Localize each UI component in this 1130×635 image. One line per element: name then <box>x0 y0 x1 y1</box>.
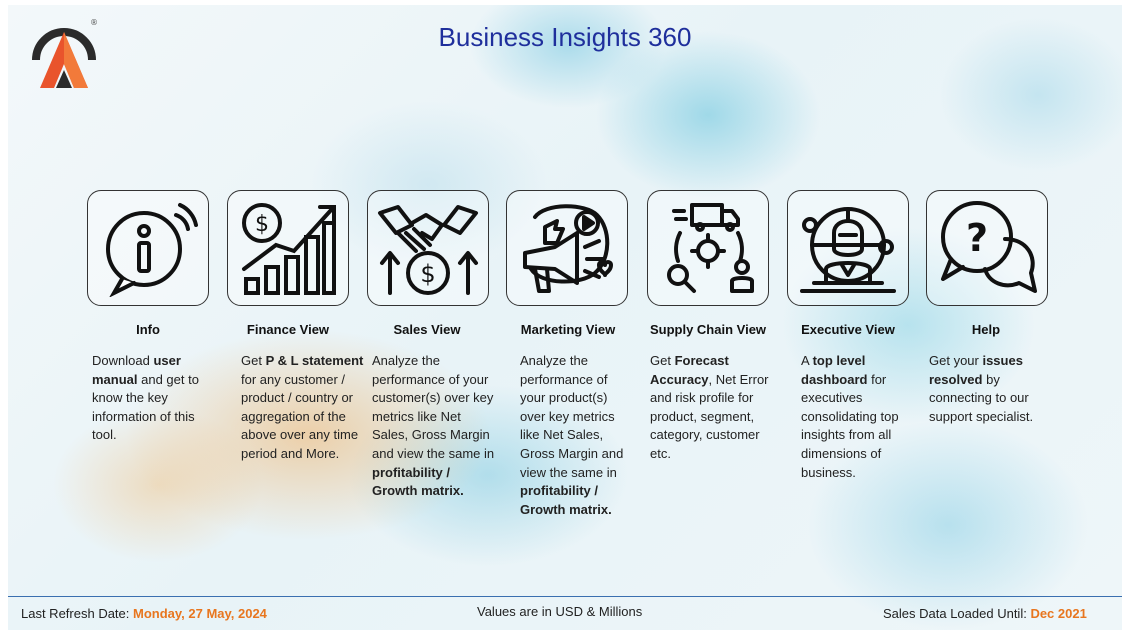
description-segment: for executives consolidating top insight… <box>801 371 899 480</box>
description-segment: and get to know the key information of t… <box>92 371 199 443</box>
marble-background <box>8 5 1122 630</box>
description-segment: issues resolved <box>929 353 1023 387</box>
svg-text:?: ? <box>966 216 988 260</box>
page-title: Business Insights 360 <box>438 22 692 52</box>
help-description: Get your issues resolved by connecting t… <box>929 352 1054 426</box>
description-segment: Get <box>650 353 675 368</box>
megaphone-icon <box>523 204 613 293</box>
executive-globe-icon <box>800 207 896 293</box>
info-description: Download user manual and get to know the… <box>92 352 217 445</box>
help-label: Help <box>971 322 1001 337</box>
description-segment: user manual <box>92 353 181 387</box>
finance-chart-icon: $ <box>242 203 336 295</box>
info-icon <box>106 203 198 297</box>
units-note: Values are in USD & Millions <box>477 604 643 619</box>
description-segment: , Net Error and risk profile for product… <box>650 371 769 461</box>
finance-view-card[interactable]: $ <box>227 190 349 306</box>
help-chat-icon: ? <box>941 201 1037 293</box>
last-refresh-value: Monday, 27 May, 2024 <box>133 606 267 621</box>
executive-view-card[interactable] <box>787 190 909 306</box>
description-segment: Get <box>241 353 266 368</box>
marketing-view-description: Analyze the performance of your product(… <box>520 352 630 519</box>
svg-text:$: $ <box>255 212 269 237</box>
sales-loaded-label: Sales Data Loaded Until: <box>883 606 1031 621</box>
executive-view-description: A top level dashboard for executives con… <box>801 352 901 482</box>
company-logo <box>32 28 96 88</box>
description-segment: Download <box>92 353 154 368</box>
sales-loaded-value: Dec 2021 <box>1030 606 1087 621</box>
description-segment: profitability / Growth matrix. <box>520 483 612 517</box>
description-segment: Get your <box>929 353 983 368</box>
finance-view-label: Finance View <box>246 322 330 337</box>
help-card[interactable]: ? <box>926 190 1048 306</box>
description-segment: for any customer / product / country or … <box>241 371 359 461</box>
description-segment: top level dashboard <box>801 353 868 387</box>
sales-data-loaded: Sales Data Loaded Until: Dec 2021 <box>883 606 1087 621</box>
executive-view-label: Executive View <box>801 322 895 337</box>
description-segment: Forecast Accuracy <box>650 353 729 387</box>
handshake-dollar-icon: $ <box>378 205 478 295</box>
supply-chain-view-description: Get Forecast Accuracy, Net Error and ris… <box>650 352 775 464</box>
info-card[interactable] <box>87 190 209 306</box>
marketing-view-label: Marketing View <box>520 322 616 337</box>
supply-chain-icon <box>667 203 754 293</box>
description-segment: by connecting to our support specialist. <box>929 371 1034 424</box>
description-segment: A <box>801 353 813 368</box>
description-segment: Analyze the performance of your product(… <box>520 353 624 480</box>
finance-view-description: Get P & L statement for any customer / p… <box>241 352 366 464</box>
sales-view-card[interactable]: $ <box>367 190 489 306</box>
sales-view-description: Analyze the performance of your customer… <box>372 352 497 501</box>
description-segment: profitability / Growth matrix. <box>372 464 464 499</box>
marketing-view-card[interactable] <box>506 190 628 306</box>
description-segment: Analyze the performance of your customer… <box>372 353 495 461</box>
sales-view-label: Sales View <box>393 322 461 337</box>
registered-mark: ® <box>90 18 98 27</box>
supply-chain-view-card[interactable] <box>647 190 769 306</box>
supply-chain-view-label: Supply Chain View <box>649 322 767 337</box>
svg-text:$: $ <box>420 260 435 288</box>
footer-divider <box>8 596 1122 597</box>
info-label: Info <box>136 322 160 337</box>
description-segment: P & L statement <box>265 353 364 368</box>
last-refresh-label: Last Refresh Date: <box>21 606 133 621</box>
last-refresh-date: Last Refresh Date: Monday, 27 May, 2024 <box>21 606 267 621</box>
